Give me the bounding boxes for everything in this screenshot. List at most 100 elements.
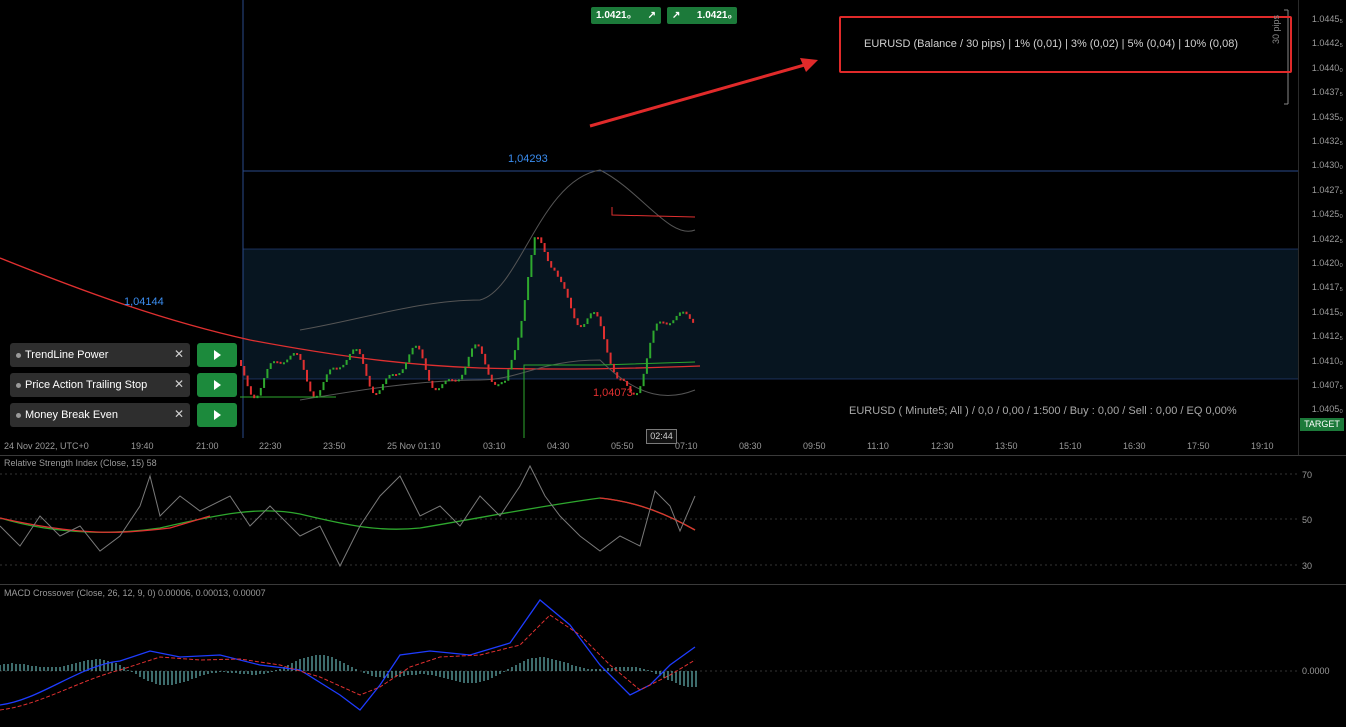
arrow-up-right-icon: ↗ <box>647 10 656 21</box>
candle <box>388 374 391 379</box>
candle <box>563 282 566 289</box>
candle <box>477 344 480 347</box>
macd-separator <box>0 584 1346 585</box>
candle <box>480 346 483 354</box>
candle <box>546 251 549 262</box>
rsi-separator <box>0 455 1346 456</box>
candle <box>533 237 536 256</box>
candle <box>263 378 266 388</box>
candle <box>249 386 252 395</box>
candle <box>669 323 671 326</box>
rsi-chart[interactable] <box>0 456 1298 584</box>
candle <box>365 363 368 376</box>
candle <box>527 276 530 301</box>
candle <box>444 380 447 385</box>
candle <box>296 353 299 356</box>
time-label: 16:30 <box>1123 441 1146 451</box>
candle <box>520 320 523 338</box>
tool-panel-item[interactable]: Price Action Trailing Stop ✕ <box>10 373 190 397</box>
candle <box>362 354 365 364</box>
time-axis[interactable]: 24 Nov 2022, UTC+0 19:40 21:00 22:30 23:50 25… <box>0 438 1298 455</box>
candle <box>556 270 559 277</box>
candle <box>619 378 622 381</box>
candle <box>411 347 414 355</box>
candle <box>292 353 295 356</box>
price-label: 1.0427₅ <box>1311 184 1343 195</box>
run-tool-button[interactable] <box>197 403 237 427</box>
time-label: 13:50 <box>995 441 1018 451</box>
candle <box>629 385 632 393</box>
candle <box>566 288 569 298</box>
candle <box>325 374 328 382</box>
candle <box>626 380 629 386</box>
time-label: 03:10 <box>483 441 506 451</box>
candle <box>335 367 338 370</box>
candle <box>471 348 473 357</box>
candle <box>497 384 500 387</box>
run-tool-button[interactable] <box>197 343 237 367</box>
candle <box>517 337 520 351</box>
play-icon <box>214 410 221 420</box>
rsi-title: Relative Strength Index (Close, 15) 58 <box>4 458 157 468</box>
time-label: 11:10 <box>867 441 889 451</box>
candle <box>543 243 546 252</box>
buy-quick-button[interactable]: ↗ 1.0421₀ <box>667 7 737 24</box>
candle <box>507 369 510 381</box>
candle <box>599 316 602 327</box>
main-chart[interactable] <box>0 0 1298 438</box>
candle <box>609 352 612 364</box>
candle <box>636 393 638 396</box>
candle <box>282 362 285 365</box>
candle <box>500 382 503 385</box>
candle <box>345 359 348 365</box>
candle <box>490 374 493 382</box>
macd-zero-label: 0.0000 <box>1302 666 1330 676</box>
time-label: 23:50 <box>323 441 346 451</box>
run-tool-button[interactable] <box>197 373 237 397</box>
close-icon[interactable]: ✕ <box>173 377 184 391</box>
account-status: EURUSD ( Minute5; All ) / 0,0 / 0,00 / 1… <box>849 405 1237 417</box>
arrow-up-right-icon: ↗ <box>672 10 681 21</box>
time-label: 25 Nov 01:10 <box>387 441 441 451</box>
sell-price: 1.0421₀ <box>596 10 632 21</box>
candle <box>441 384 444 389</box>
candle <box>381 384 384 391</box>
candle <box>659 321 662 324</box>
candle <box>454 379 457 382</box>
candle <box>312 391 315 397</box>
left-high-label: 1,04144 <box>124 296 164 308</box>
candle <box>632 392 635 395</box>
candle <box>348 353 351 360</box>
candle <box>352 349 355 354</box>
candle <box>414 345 417 348</box>
close-icon[interactable]: ✕ <box>173 347 184 361</box>
candle <box>513 350 516 360</box>
price-label: 1.0415₀ <box>1311 306 1343 317</box>
buy-price: 1.0421₀ <box>696 10 732 21</box>
candle <box>570 297 572 309</box>
macd-chart[interactable] <box>0 585 1298 727</box>
tool-label: TrendLine Power <box>25 349 109 361</box>
candle <box>523 300 526 321</box>
candle <box>692 318 695 323</box>
price-label: 1.0405₀ <box>1311 404 1343 415</box>
candle <box>358 349 361 355</box>
tool-panel-item[interactable]: Money Break Even ✕ <box>10 403 190 427</box>
candle <box>306 369 308 382</box>
sell-quick-button[interactable]: 1.0421₀ ↗ <box>591 7 661 24</box>
price-axis[interactable]: 1.0445₅ 1.0442₅ 1.0440₀ 1.0437₅ 1.0435₀ 1.043… <box>1298 0 1346 455</box>
status-dot-icon <box>16 413 21 418</box>
candle <box>315 395 318 398</box>
candle <box>408 354 411 363</box>
close-icon[interactable]: ✕ <box>173 407 184 421</box>
price-label: 1.0420₀ <box>1311 258 1343 268</box>
candle <box>273 361 275 364</box>
candle <box>484 353 487 365</box>
tool-panel-item[interactable]: TrendLine Power ✕ <box>10 343 190 367</box>
candle <box>678 312 681 316</box>
candle <box>256 395 259 399</box>
status-dot-icon <box>16 383 21 388</box>
rsi-level-30: 30 <box>1302 561 1313 571</box>
rsi-level-70: 70 <box>1302 470 1313 480</box>
time-label: 24 Nov 2022, UTC+0 <box>4 441 89 451</box>
